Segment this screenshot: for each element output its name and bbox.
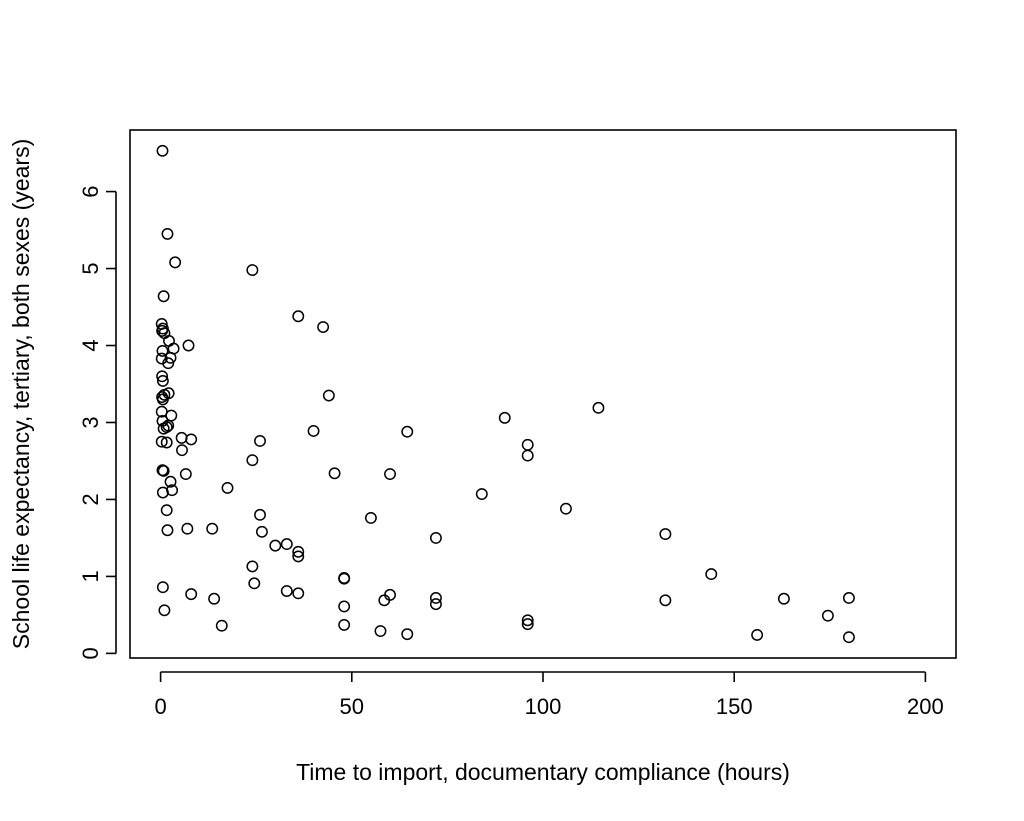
data-point xyxy=(659,594,672,607)
data-point xyxy=(364,511,377,524)
data-point xyxy=(175,431,188,444)
data-point xyxy=(255,525,268,538)
data-point xyxy=(338,600,351,613)
data-point xyxy=(246,264,259,277)
data-point xyxy=(307,424,320,437)
data-point xyxy=(163,334,175,347)
data-point xyxy=(185,588,198,601)
data-point xyxy=(374,625,387,638)
data-point xyxy=(429,592,442,604)
data-point xyxy=(705,568,718,581)
data-point xyxy=(317,321,330,333)
data-point xyxy=(429,531,442,544)
data-point xyxy=(181,522,194,535)
data-point xyxy=(157,290,170,303)
data-point xyxy=(338,572,351,584)
data-point xyxy=(521,449,534,462)
y-tick-label: 5 xyxy=(78,262,103,274)
data-point xyxy=(182,339,195,352)
data-point xyxy=(384,468,396,480)
data-point xyxy=(155,435,168,448)
data-point xyxy=(475,488,488,501)
data-point xyxy=(179,468,192,480)
data-point xyxy=(160,436,173,449)
plot-frame xyxy=(129,129,957,659)
data-point xyxy=(254,508,266,521)
data-point xyxy=(156,486,169,499)
data-point xyxy=(160,504,173,517)
data-point xyxy=(156,581,169,594)
data-point xyxy=(338,618,351,631)
data-point xyxy=(429,598,442,611)
data-point xyxy=(208,592,221,605)
data-point xyxy=(206,522,219,535)
y-tick-label: 1 xyxy=(78,570,103,582)
data-point xyxy=(269,539,282,552)
data-point xyxy=(157,465,170,477)
x-axis: 0 50 100 150 200 xyxy=(154,671,944,719)
data-point xyxy=(215,619,228,632)
data-point xyxy=(156,324,169,337)
data-point xyxy=(169,256,182,269)
x-axis-title: Time to import, documentary compliance (… xyxy=(296,759,790,785)
data-point xyxy=(161,227,174,240)
data-point xyxy=(322,389,335,402)
data-point xyxy=(176,444,188,457)
data-point xyxy=(185,433,198,446)
data-point xyxy=(156,374,169,387)
data-point xyxy=(292,587,305,600)
data-point xyxy=(842,592,855,604)
data-point xyxy=(156,370,169,383)
data-point xyxy=(292,550,305,563)
data-point xyxy=(842,631,855,644)
data-point xyxy=(280,538,293,551)
data-point xyxy=(156,144,169,157)
x-tick-label: 150 xyxy=(716,694,753,719)
data-point xyxy=(246,560,259,573)
data-point xyxy=(254,435,266,447)
data-point xyxy=(246,454,259,467)
y-axis: 0 1 2 3 4 5 6 xyxy=(78,185,117,660)
data-point xyxy=(592,401,605,414)
data-point xyxy=(161,524,174,537)
data-point xyxy=(156,344,169,357)
data-point xyxy=(162,357,175,370)
y-tick-label: 4 xyxy=(78,339,103,351)
data-point xyxy=(280,585,293,597)
x-tick-label: 50 xyxy=(340,694,364,719)
y-tick-label: 0 xyxy=(78,647,103,659)
data-point xyxy=(328,467,341,480)
data-point xyxy=(401,628,414,641)
data-point xyxy=(292,310,305,323)
data-point xyxy=(521,618,534,631)
data-point xyxy=(157,422,170,435)
data-point xyxy=(164,475,177,488)
y-tick-label: 3 xyxy=(78,416,103,428)
data-points xyxy=(155,144,855,644)
data-point xyxy=(378,594,391,607)
x-tick-label: 0 xyxy=(154,694,166,719)
data-point xyxy=(498,411,511,424)
y-tick-label: 2 xyxy=(78,493,103,505)
data-point xyxy=(221,481,234,494)
data-point xyxy=(559,502,572,515)
data-point xyxy=(158,604,171,617)
data-point xyxy=(821,609,834,622)
data-point xyxy=(164,351,177,364)
data-point xyxy=(777,592,790,605)
data-point xyxy=(521,614,534,627)
x-tick-label: 100 xyxy=(525,694,562,719)
data-point xyxy=(292,545,305,558)
y-axis-title: School life expectancy, tertiary, both s… xyxy=(8,139,34,649)
data-point xyxy=(659,528,672,541)
x-tick-label: 200 xyxy=(907,694,944,719)
data-point xyxy=(248,577,261,590)
data-point xyxy=(156,393,169,406)
data-point xyxy=(521,438,534,451)
data-point xyxy=(751,628,764,641)
data-point xyxy=(401,425,414,438)
y-tick-label: 6 xyxy=(78,185,103,197)
